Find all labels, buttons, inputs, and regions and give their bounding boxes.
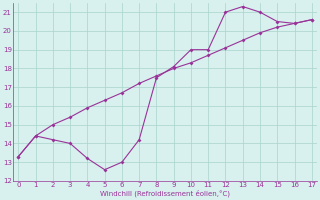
X-axis label: Windchill (Refroidissement éolien,°C): Windchill (Refroidissement éolien,°C) — [100, 190, 230, 197]
